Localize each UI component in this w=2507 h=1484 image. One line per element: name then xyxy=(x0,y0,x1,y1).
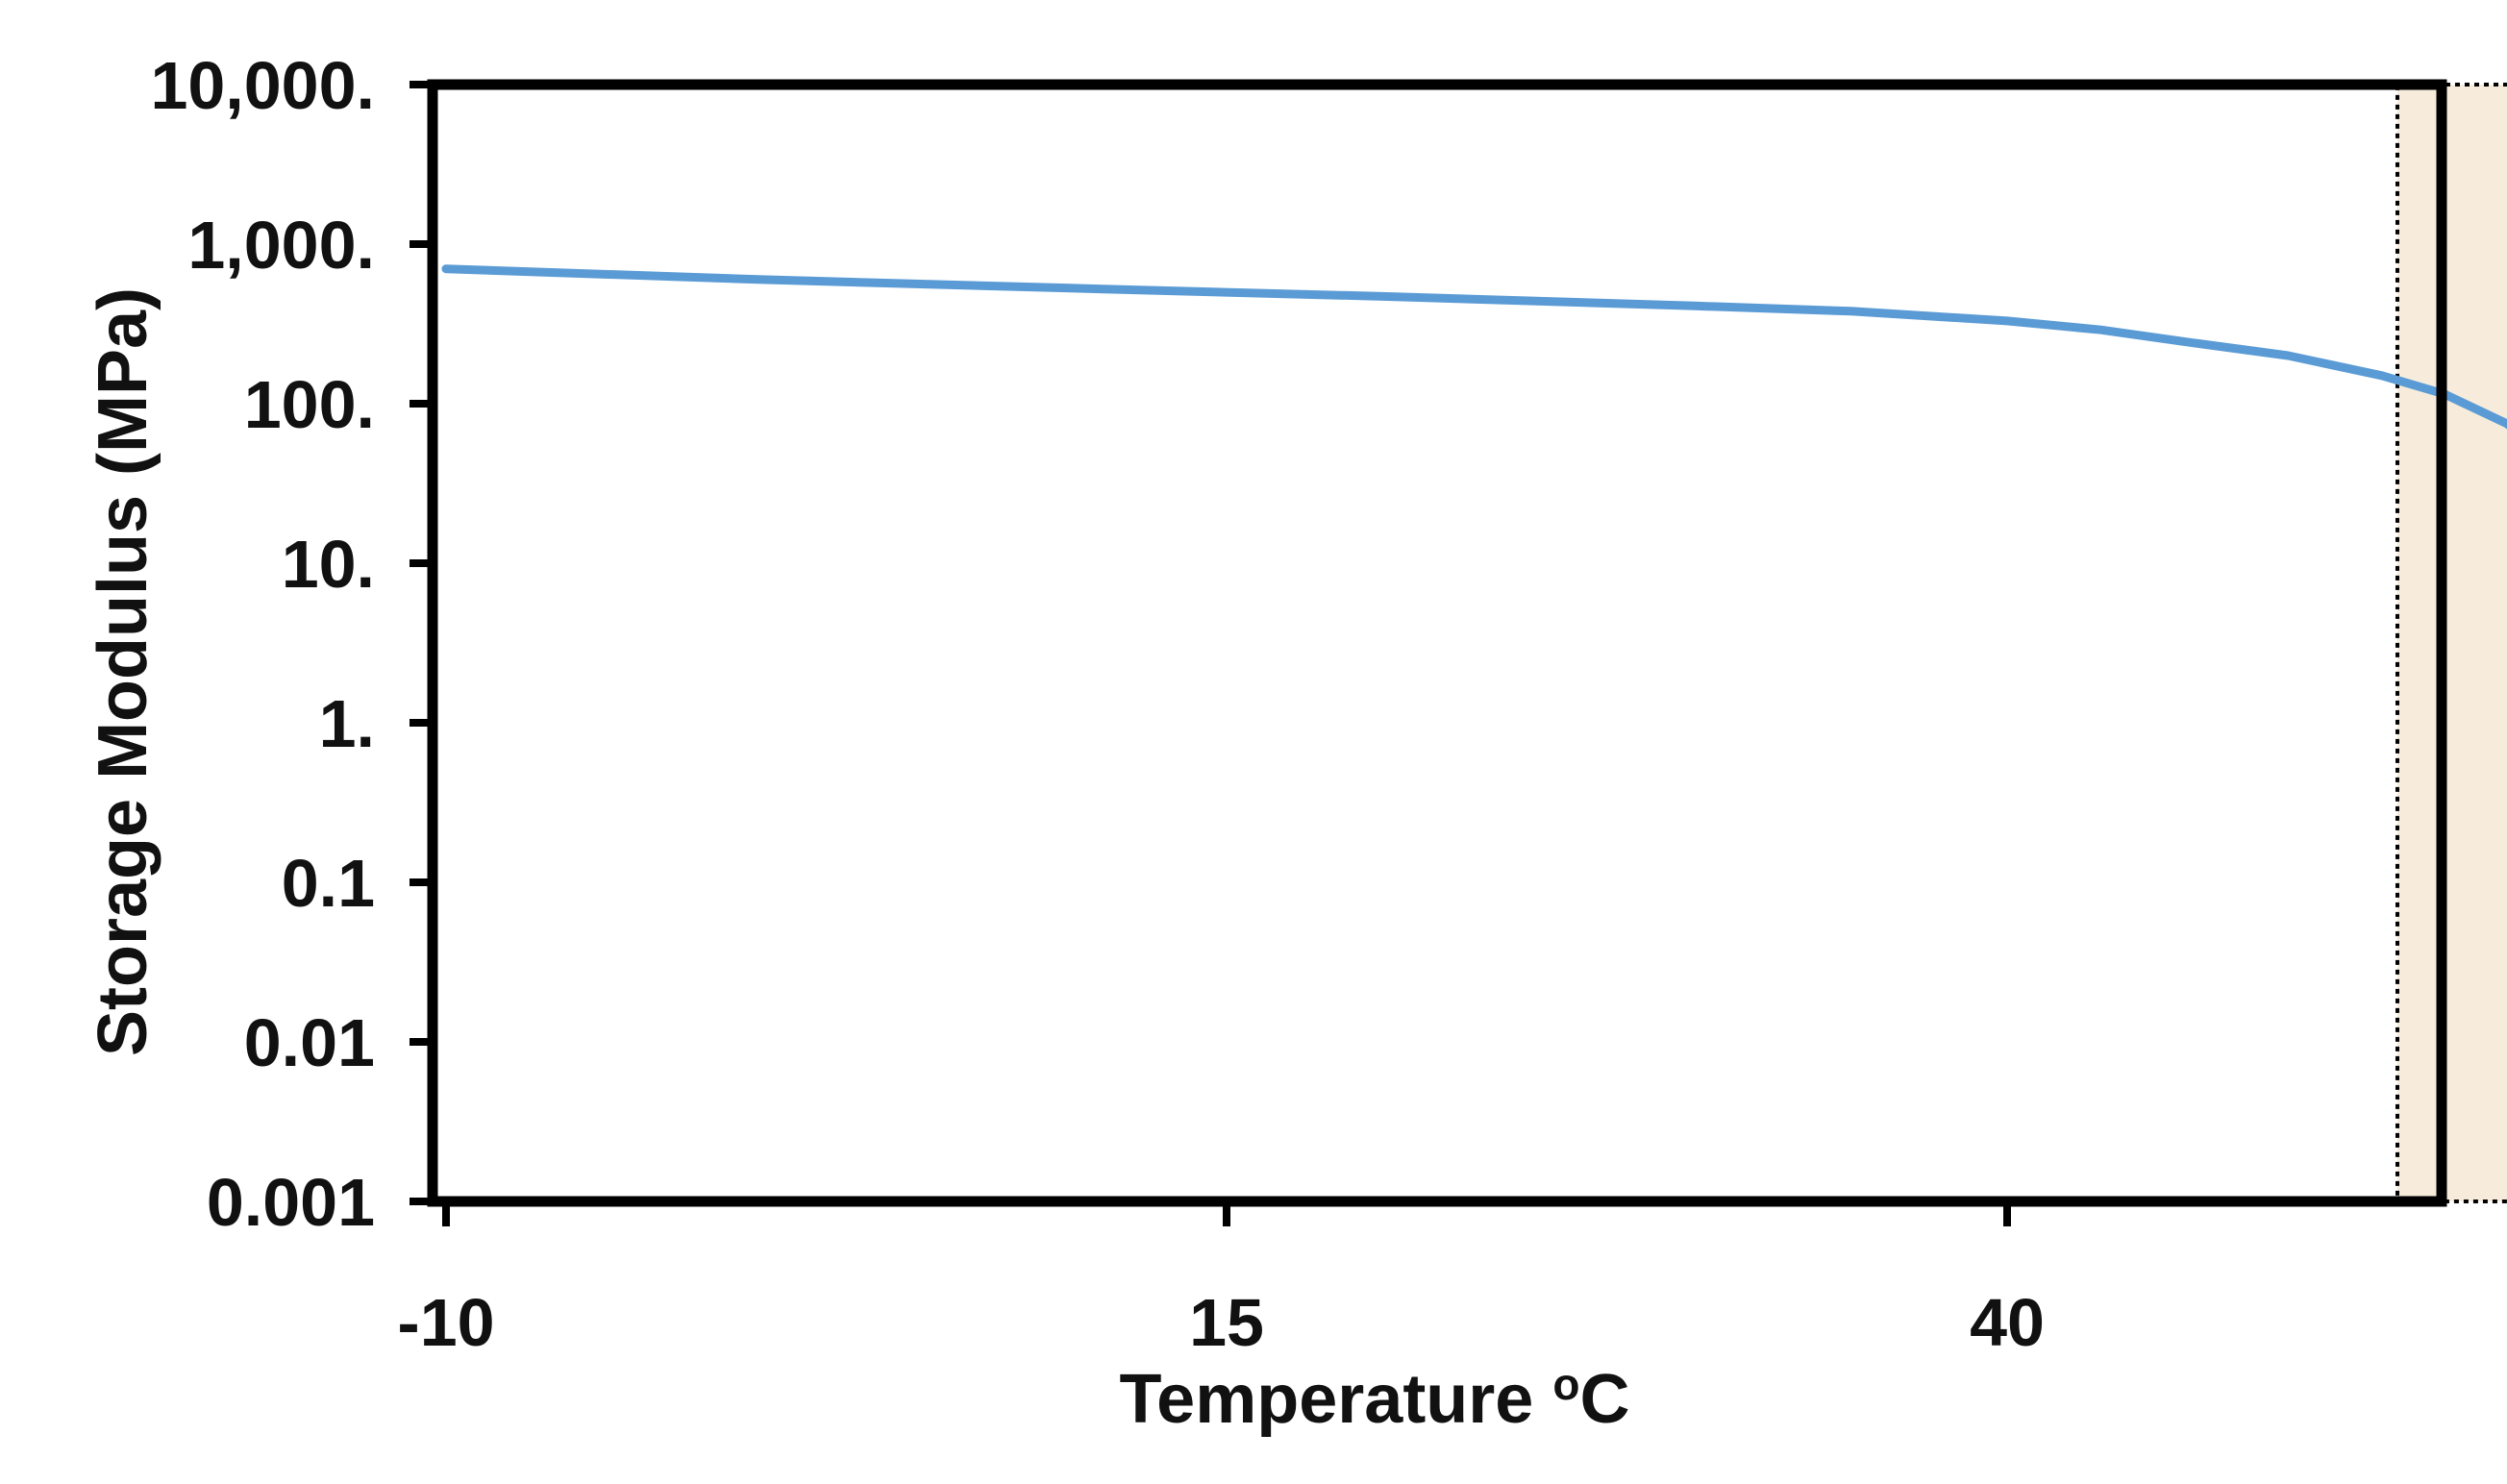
x-axis-title: Temperature oC xyxy=(1120,1359,1630,1438)
x-axis-title-text: Temperature xyxy=(1120,1361,1534,1438)
x-tick-label: -10 xyxy=(397,1285,494,1360)
plot-frame xyxy=(427,79,2447,1207)
x-tick-label: 40 xyxy=(1970,1285,2045,1360)
x-tick-label: 15 xyxy=(1189,1285,1264,1360)
bands-layer: Melting PCLMelting PPDL xyxy=(2395,83,2507,1203)
y-tick-label: 1. xyxy=(319,686,375,761)
series-layer xyxy=(441,264,2507,430)
y-axis-title: Storage Modulus (MPa) xyxy=(85,287,161,1056)
x-axis-title-superscript: o xyxy=(1552,1359,1579,1409)
y-tick-label: 0.1 xyxy=(282,846,375,921)
x-axis-title-unit: C xyxy=(1579,1361,1629,1438)
y-tick-label: 10,000. xyxy=(150,48,375,123)
x-axis-title-space xyxy=(1533,1361,1552,1438)
y-tick-label: 0.001 xyxy=(207,1165,375,1240)
band-melting-pcl xyxy=(2395,83,2507,1203)
y-tick-label: 100. xyxy=(244,367,375,442)
ticks-layer xyxy=(410,81,2011,1226)
y-tick-label: 10. xyxy=(282,527,375,602)
series-line-0 xyxy=(441,264,2507,430)
labels-layer: -10154065901151400.0010.010.11.10.100.1,… xyxy=(150,48,2045,1360)
y-tick-label: 1,000. xyxy=(187,208,375,283)
y-tick-label: 0.01 xyxy=(244,1005,375,1080)
